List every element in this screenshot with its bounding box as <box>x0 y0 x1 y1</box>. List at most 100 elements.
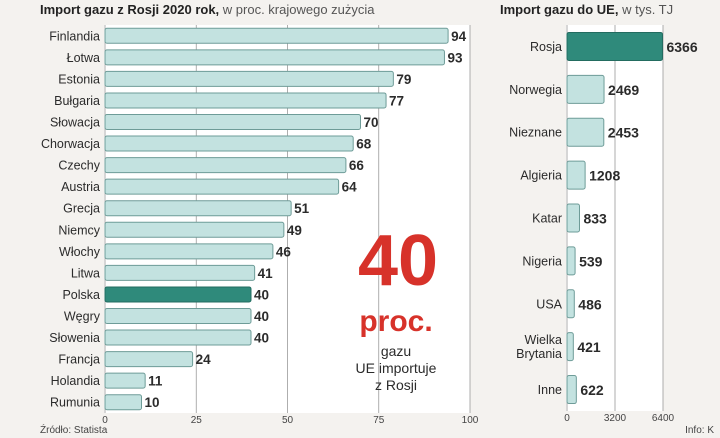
left-x-tick-label: 0 <box>102 415 108 426</box>
left-bar-czechy <box>104 157 347 174</box>
right-x-tick-label: 0 <box>564 413 570 424</box>
left-category-label: Słowacja <box>50 116 100 130</box>
left-bar-bulgaria <box>104 92 387 109</box>
left-category-label: Włochy <box>59 245 101 259</box>
right-category-label: Rosja <box>530 40 562 54</box>
left-category-label: Rumunia <box>50 396 100 410</box>
right-category-label: Inne <box>538 383 562 397</box>
left-bar-estonia <box>104 70 394 87</box>
left-value-label: 70 <box>364 115 379 130</box>
left-value-label: 49 <box>287 223 302 238</box>
right-bar-wielka-brytania <box>566 332 574 362</box>
left-bar-wegry <box>104 308 252 324</box>
left-category-label: Węgry <box>64 310 101 324</box>
right-chart-title-bold: Import gazu do UE, <box>500 2 619 17</box>
left-category-label: Czechy <box>58 159 100 173</box>
left-chart-title: Import gazu z Rosji 2020 rok, w proc. kr… <box>40 2 375 17</box>
right-category-label: Nieznane <box>509 126 562 140</box>
right-category-label: Algieria <box>520 169 562 183</box>
right-chart-title-sub: w tys. TJ <box>622 2 674 17</box>
left-value-label: 66 <box>349 158 365 173</box>
left-bar-chorwacja <box>104 135 354 152</box>
annotation-text-line: gazu <box>381 343 411 359</box>
left-value-label: 51 <box>294 201 310 216</box>
right-bar-nigeria <box>566 246 576 276</box>
left-bar-austria <box>104 178 340 195</box>
right-value-label: 6366 <box>666 39 697 55</box>
left-x-tick-label: 100 <box>462 415 479 426</box>
left-bar-slowenia <box>104 329 252 346</box>
annotation-unit: proc. <box>359 305 432 338</box>
left-category-label: Słowenia <box>49 331 100 345</box>
left-category-label: Łotwa <box>67 51 100 65</box>
right-value-label: 2469 <box>608 82 639 98</box>
right-category-label: USA <box>536 297 562 311</box>
left-value-label: 41 <box>258 266 274 281</box>
left-x-tick-label: 25 <box>191 415 203 426</box>
left-value-label: 64 <box>342 180 358 195</box>
left-category-label: Grecja <box>63 202 100 216</box>
annotation-text-line: UE importuje <box>356 360 437 376</box>
right-category-label: Wielka <box>524 333 562 347</box>
right-x-tick-label: 6400 <box>652 413 675 424</box>
left-plot-area <box>104 25 470 413</box>
right-value-label: 2453 <box>608 125 639 141</box>
left-value-label: 79 <box>396 72 411 87</box>
left-value-label: 40 <box>254 331 269 346</box>
right-chart-title: Import gazu do UE, w tys. TJ <box>500 2 673 17</box>
left-bar-grecja <box>104 200 292 217</box>
right-x-tick-label: 3200 <box>604 413 627 424</box>
left-value-label: 11 <box>148 374 163 389</box>
right-category-label: Katar <box>532 212 562 226</box>
right-value-label: 539 <box>579 253 603 269</box>
left-value-label: 10 <box>145 395 160 410</box>
right-category-label: Brytania <box>516 347 562 361</box>
left-x-tick-label: 75 <box>373 415 385 426</box>
right-category-label: Nigeria <box>522 254 562 268</box>
annotation-big-number: 40 <box>358 221 438 301</box>
source-note: Źródło: Statista <box>40 425 108 436</box>
left-bar-finlandia <box>104 27 449 44</box>
right-bar-usa <box>566 289 575 319</box>
left-bar-litwa <box>104 264 256 281</box>
left-value-label: 93 <box>447 50 463 65</box>
right-value-label: 421 <box>577 339 601 355</box>
left-bar-lotwa <box>104 49 445 66</box>
left-chart-title-bold: Import gazu z Rosji 2020 rok, <box>40 2 220 17</box>
left-category-label: Niemcy <box>58 223 100 237</box>
left-bar-niemcy <box>104 221 285 238</box>
left-value-label: 94 <box>451 29 467 44</box>
left-bar-wlochy <box>104 243 274 260</box>
right-value-label: 622 <box>580 382 604 398</box>
right-bar-inne <box>566 375 577 405</box>
annotation-text-line: z Rosji <box>375 377 417 393</box>
right-bar-norwegia <box>566 74 605 104</box>
left-bar-francja <box>104 351 194 368</box>
right-category-label: Norwegia <box>509 83 562 97</box>
left-category-label: Austria <box>61 180 100 194</box>
right-bar-nieznane <box>566 117 605 147</box>
left-category-label: Chorwacja <box>41 137 100 151</box>
right-bar-rosja <box>566 31 663 61</box>
left-category-label: Litwa <box>71 266 100 280</box>
right-bar-katar <box>566 203 580 233</box>
left-chart-title-sub: w proc. krajowego zużycia <box>222 2 375 17</box>
right-value-label: 486 <box>578 296 602 312</box>
left-category-label: Holandia <box>51 374 100 388</box>
left-value-label: 46 <box>276 244 292 259</box>
left-value-label: 40 <box>254 309 269 324</box>
left-category-label: Bułgaria <box>54 94 100 108</box>
left-category-label: Finlandia <box>49 29 100 43</box>
right-bar-algieria <box>566 160 586 190</box>
left-category-label: Estonia <box>58 72 100 86</box>
left-value-label: 77 <box>389 93 404 108</box>
credit-note: Info: K <box>685 425 714 436</box>
left-bar-rumunia <box>104 394 142 411</box>
left-value-label: 24 <box>196 352 212 367</box>
left-category-label: Polska <box>62 288 100 302</box>
left-bar-polska <box>104 286 252 303</box>
left-bar-holandia <box>104 372 146 389</box>
left-category-label: Francja <box>58 353 100 367</box>
left-x-tick-label: 50 <box>282 415 294 426</box>
